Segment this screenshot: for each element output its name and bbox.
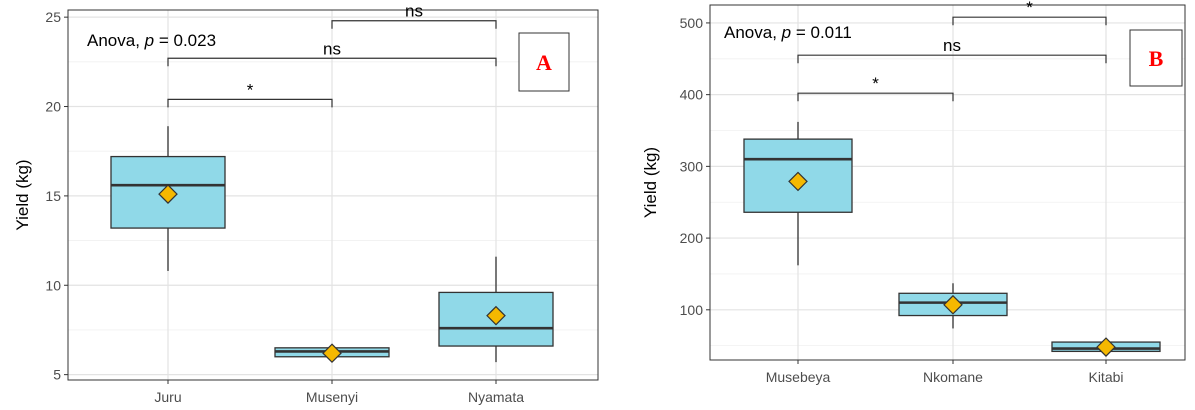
panel-border [67,9,599,381]
bracket-line [797,92,954,102]
panel-border [709,4,1186,361]
mean-marker [943,294,963,315]
box-nyamata [438,256,554,363]
significance-label: ns [943,36,961,55]
box-body [110,155,226,229]
significance-label: ns [323,39,341,58]
y-tick-label: 5 [53,367,61,383]
mean-marker [158,184,178,204]
box-juru [110,126,226,271]
significance-label: ns [405,2,423,21]
y-axis-title: Yield (kg) [13,159,32,230]
x-tick-label: Musebeya [766,369,831,385]
bracket-line [331,20,497,29]
x-tick-label: Musenyi [306,389,358,405]
x-tick-label: Juru [154,389,181,405]
x-tick-label: Nyamata [468,389,524,405]
bracket-line [952,16,1107,26]
comparison-bracket: * [797,74,954,102]
box-musebeya [743,121,853,266]
panel-letter-box [1129,29,1183,87]
mean-marker [788,171,808,192]
bracket-line [167,98,333,108]
comparison-bracket: * [167,80,333,108]
mean-marker [322,343,342,364]
y-tick-label: 20 [45,99,61,115]
y-tick-label: 500 [680,15,704,31]
anova-label: Anova, p = 0.023 [87,31,216,50]
box-nkomane [898,283,1008,329]
mean-marker [486,305,506,326]
comparison-bracket: ns [797,36,1107,64]
significance-label: * [247,80,254,99]
panel-a: 5 10 15 20 25 Yield (kg) Juru Musenyi Nyamata * ns… [13,2,599,405]
box-kitabi [1051,337,1161,357]
x-tick-label: Kitabi [1088,369,1123,385]
y-tick-label: 10 [45,277,61,293]
y-tick-label: 15 [45,188,61,204]
y-tick-label: 100 [680,302,704,318]
y-axis-title: Yield (kg) [641,147,660,218]
comparison-bracket: ns [331,2,497,29]
mean-marker [1096,337,1116,357]
y-tick-label: 25 [45,9,61,25]
panel-letter: B [1149,46,1164,71]
comparison-bracket: * [952,0,1107,26]
panel-letter: A [536,50,552,75]
comparison-bracket: ns [167,39,497,67]
box-musenyi [274,343,390,364]
significance-label: * [872,74,879,93]
anova-label: Anova, p = 0.011 [724,23,852,42]
panel-b: 100 200 300 400 500 Yield (kg) Musebeya Nkomane… [641,0,1186,385]
y-tick-label: 200 [680,230,704,246]
bracket-line [797,54,1107,64]
y-tick-label: 400 [680,87,704,103]
x-tick-label: Nkomane [923,369,983,385]
bracket-line [167,57,497,67]
significance-label: * [1026,0,1033,17]
panel-letter-box [518,32,570,92]
y-tick-label: 300 [680,158,704,174]
